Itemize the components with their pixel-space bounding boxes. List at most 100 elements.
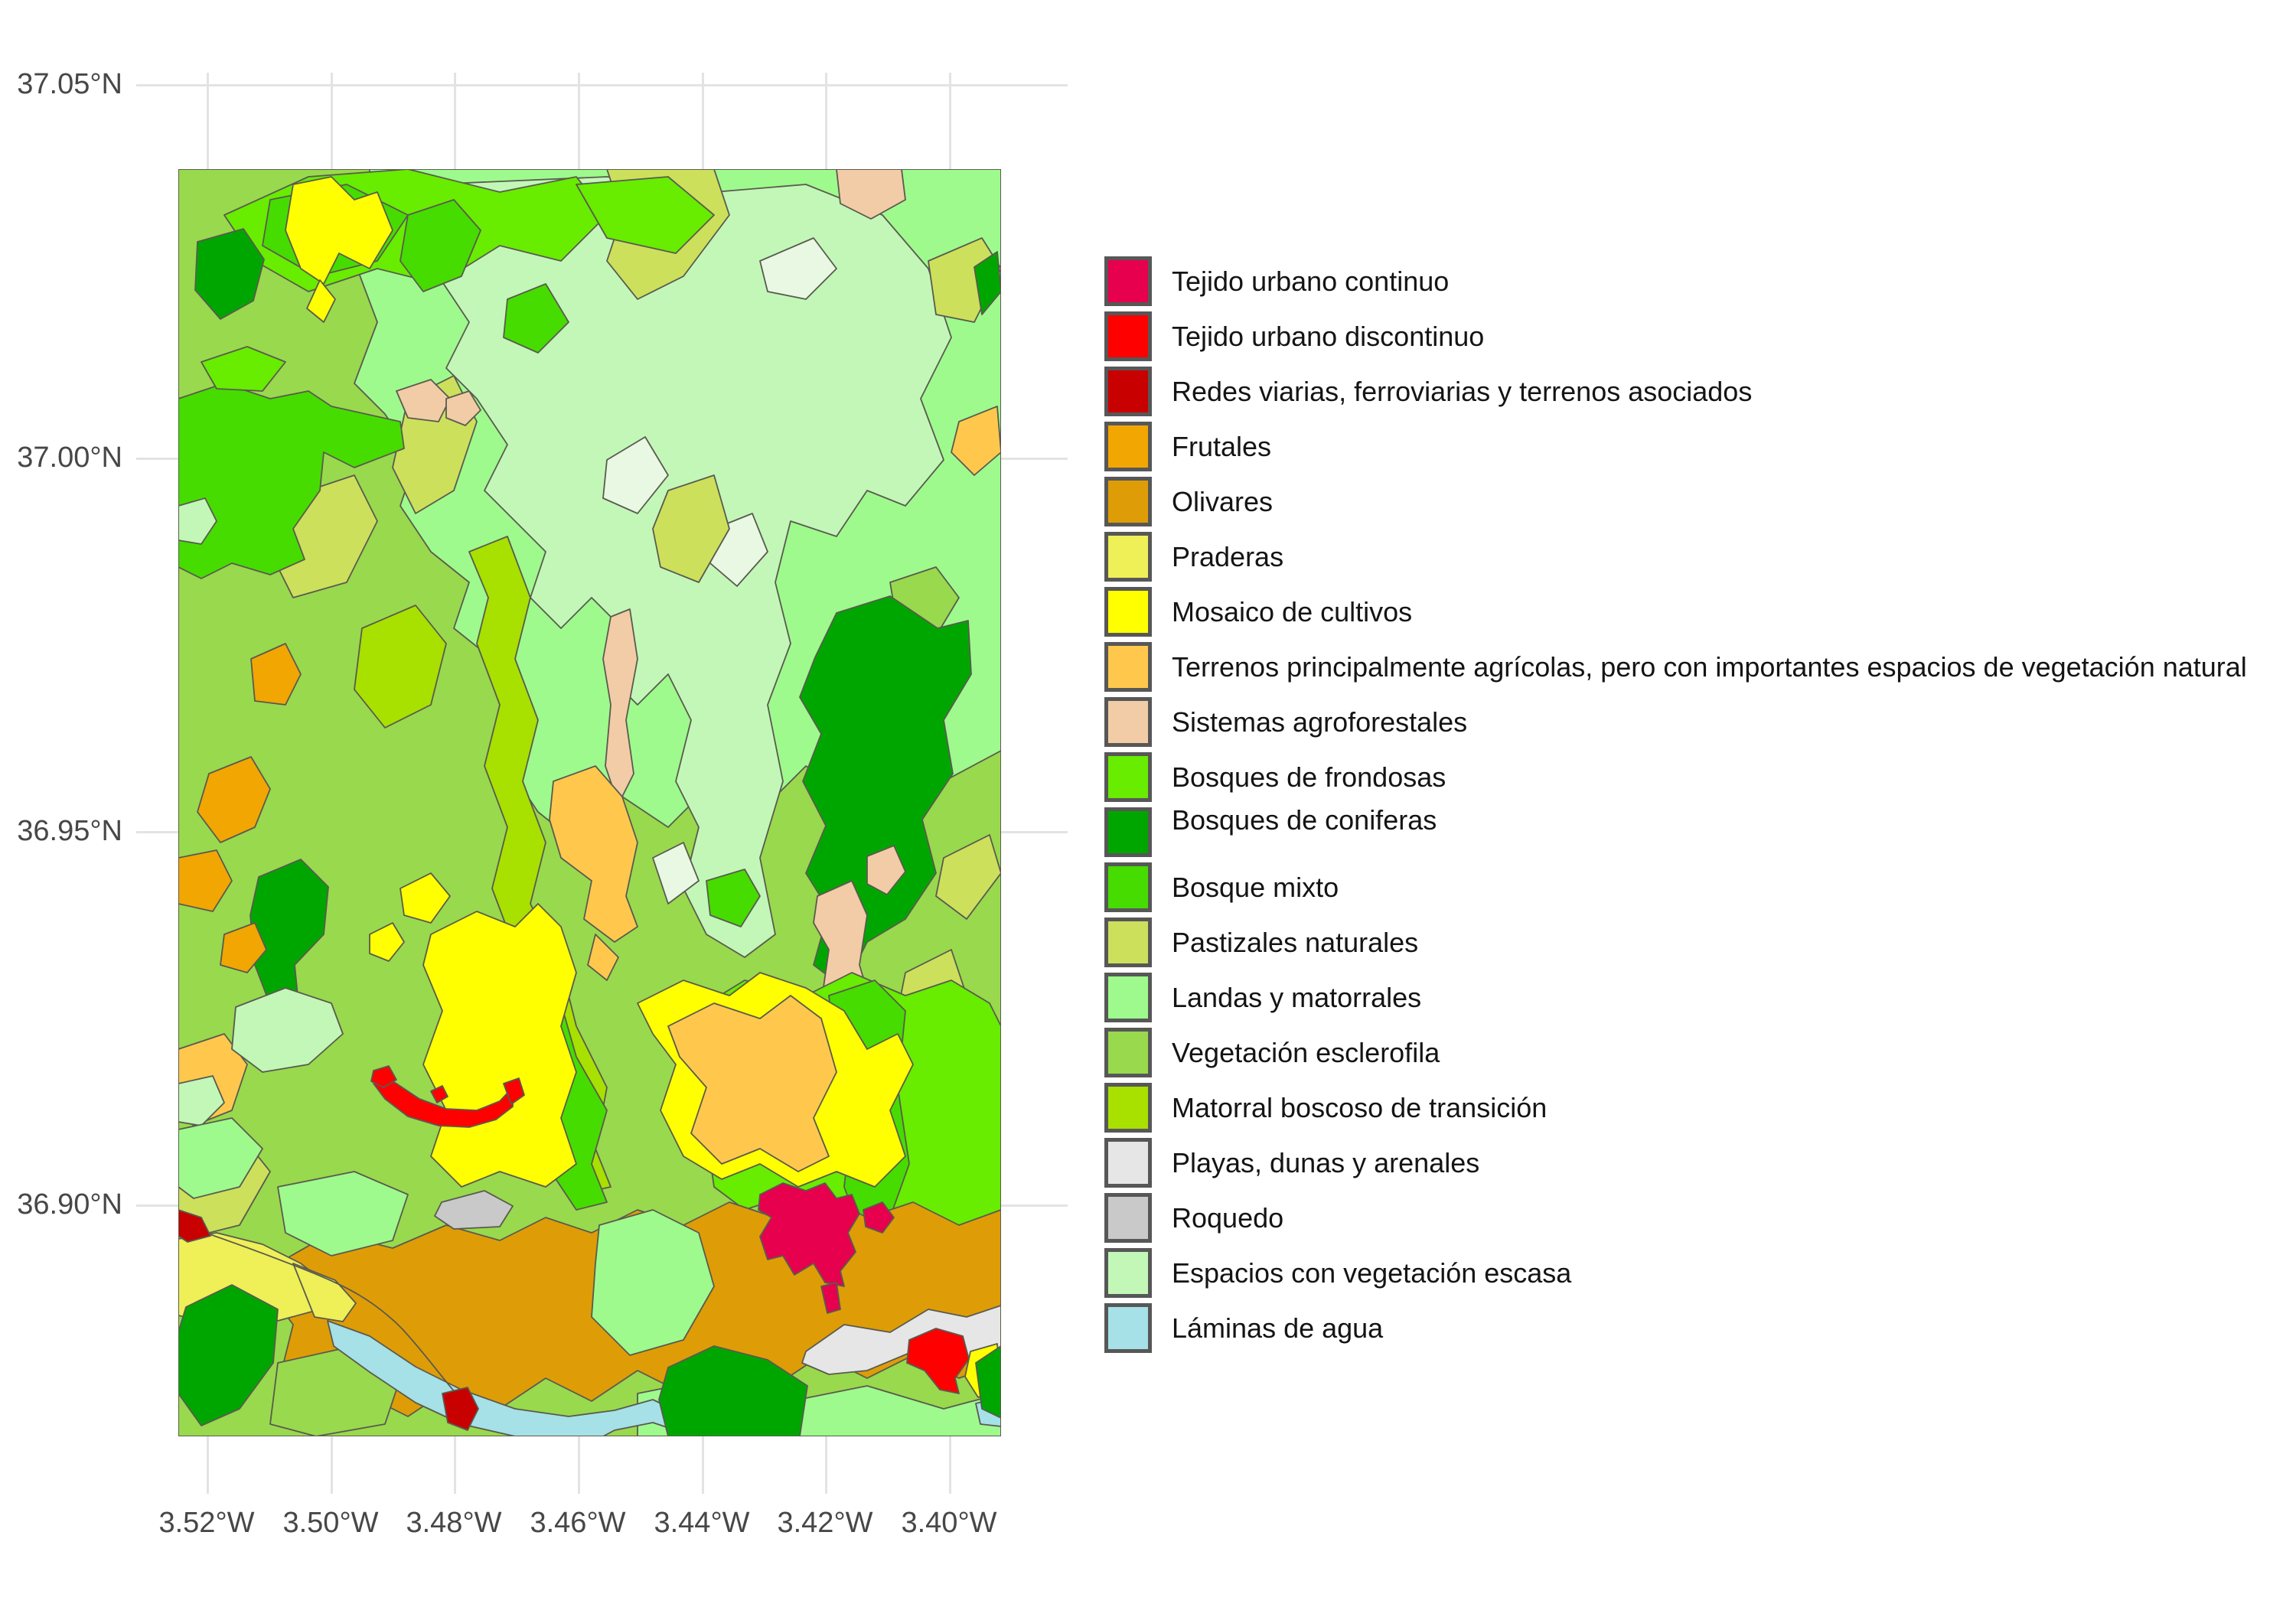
legend-label: Praderas xyxy=(1172,540,1284,572)
region-terrenos-agricolas xyxy=(951,406,1001,476)
region-terrenos-agricolas xyxy=(549,765,638,943)
region-landas xyxy=(277,1171,409,1257)
legend-label: Vegetación esclerofila xyxy=(1172,1036,1440,1068)
legend-label: Pastizales naturales xyxy=(1172,926,1419,958)
region-urbano-continuo xyxy=(820,1282,841,1314)
x-axis-label: 3.42°W xyxy=(777,1507,873,1539)
legend-item: Bosque mixto xyxy=(1104,862,2247,912)
x-axis-label: 3.50°W xyxy=(282,1507,379,1539)
region-pale-patch xyxy=(652,842,700,905)
region-urbano-discontinuo xyxy=(370,1065,397,1088)
legend-item: Playas, dunas y arenales xyxy=(1104,1138,2247,1188)
region-coniferas xyxy=(194,228,265,320)
legend-item: Sistemas agroforestales xyxy=(1104,697,2247,747)
legend-swatch xyxy=(1104,1083,1152,1133)
region-praderas xyxy=(292,1263,357,1322)
legend-swatch xyxy=(1104,532,1152,582)
legend-label: Láminas de agua xyxy=(1172,1312,1384,1344)
legend-item: Tejido urbano discontinuo xyxy=(1104,311,2247,361)
legend-label: Olivares xyxy=(1172,485,1274,517)
legend-swatch xyxy=(1104,311,1152,361)
region-vegetacion-escasa xyxy=(231,987,344,1073)
legend-item: Mosaico de cultivos xyxy=(1104,587,2247,637)
legend-swatch xyxy=(1104,862,1152,912)
legend-swatch xyxy=(1104,807,1152,857)
legend-swatch xyxy=(1104,752,1152,802)
region-pastizales xyxy=(652,474,730,583)
region-urbano-discontinuo xyxy=(503,1077,525,1105)
region-mosaico-cultivos xyxy=(400,872,451,924)
legend-item: Praderas xyxy=(1104,532,2247,582)
region-agroforestal xyxy=(396,379,451,422)
legend-swatch xyxy=(1104,1193,1152,1243)
region-frondosas xyxy=(201,346,286,392)
region-bosque-mixto xyxy=(706,869,761,927)
x-axis-label: 3.46°W xyxy=(530,1507,626,1539)
x-axis-label: 3.52°W xyxy=(158,1507,255,1539)
legend-swatch xyxy=(1104,477,1152,526)
legend-item: Láminas de agua xyxy=(1104,1303,2247,1353)
region-frutales xyxy=(197,756,271,843)
region-roquedo xyxy=(434,1190,514,1230)
legend-label: Bosque mixto xyxy=(1172,871,1339,903)
region-red-viaria xyxy=(178,1209,211,1243)
legend-swatch xyxy=(1104,587,1152,637)
legend-item: Pastizales naturales xyxy=(1104,918,2247,967)
legend: Tejido urbano continuo Tejido urbano dis… xyxy=(1104,256,2247,1358)
y-axis-label: 37.05°N xyxy=(17,68,122,100)
region-mosaico-cultivos xyxy=(285,176,393,285)
region-red-viaria xyxy=(178,1223,461,1399)
legend-label: Matorral boscoso de transición xyxy=(1172,1091,1548,1123)
region-agroforestal xyxy=(445,390,481,426)
region-matorral-transicion xyxy=(354,605,447,729)
region-pale-patch xyxy=(602,436,669,514)
legend-swatch xyxy=(1104,1138,1152,1188)
x-axis-label: 3.48°W xyxy=(406,1507,502,1539)
y-axis-label: 37.00°N xyxy=(17,442,122,474)
region-matorral-transicion xyxy=(468,536,612,1195)
region-landas xyxy=(591,1209,715,1356)
legend-item: Matorral boscoso de transición xyxy=(1104,1083,2247,1133)
region-urbano-discontinuo xyxy=(430,1085,448,1103)
region-agroforestal xyxy=(602,608,638,805)
region-agroforestal xyxy=(866,845,906,895)
legend-swatch xyxy=(1104,642,1152,692)
region-coniferas xyxy=(975,1345,1001,1419)
legend-item: Olivares xyxy=(1104,477,2247,526)
y-axis-label: 36.90°N xyxy=(17,1188,122,1221)
legend-label: Espacios con vegetación escasa xyxy=(1172,1257,1572,1289)
legend-label: Bosques de coniferas xyxy=(1172,804,1437,836)
region-bosque-mixto xyxy=(503,283,569,354)
legend-label: Playas, dunas y arenales xyxy=(1172,1146,1480,1178)
legend-item: Vegetación esclerofila xyxy=(1104,1028,2247,1077)
x-axis-label: 3.40°W xyxy=(901,1507,997,1539)
legend-swatch xyxy=(1104,256,1152,306)
legend-item: Roquedo xyxy=(1104,1193,2247,1243)
legend-swatch xyxy=(1104,422,1152,471)
region-coniferas xyxy=(974,251,1001,315)
legend-label: Tejido urbano continuo xyxy=(1172,265,1450,297)
legend-label: Terrenos principalmente agrícolas, pero … xyxy=(1172,650,2247,683)
legend-item: Landas y matorrales xyxy=(1104,973,2247,1022)
legend-swatch xyxy=(1104,1303,1152,1353)
region-vegetacion-escasa xyxy=(178,497,217,545)
legend-item: Bosques de coniferas xyxy=(1104,804,2247,857)
region-coniferas xyxy=(178,1284,279,1426)
legend-swatch xyxy=(1104,697,1152,747)
region-bosque-mixto xyxy=(400,199,481,292)
region-frondosas xyxy=(576,176,715,254)
legend-label: Redes viarias, ferroviarias y terrenos a… xyxy=(1172,375,1753,407)
legend-swatch xyxy=(1104,918,1152,967)
region-urbano-discontinuo xyxy=(906,1328,970,1394)
gridline-lat-3705 xyxy=(136,84,1068,86)
region-agroforestal xyxy=(836,169,906,220)
legend-swatch xyxy=(1104,973,1152,1022)
region-mosaico-cultivos xyxy=(306,279,336,323)
legend-item: Bosques de frondosas xyxy=(1104,752,2247,802)
legend-item: Terrenos principalmente agrícolas, pero … xyxy=(1104,642,2247,692)
region-mosaico-cultivos xyxy=(422,903,577,1188)
region-frutales xyxy=(178,849,233,912)
legend-item: Frutales xyxy=(1104,422,2247,471)
legend-label: Frutales xyxy=(1172,430,1272,462)
